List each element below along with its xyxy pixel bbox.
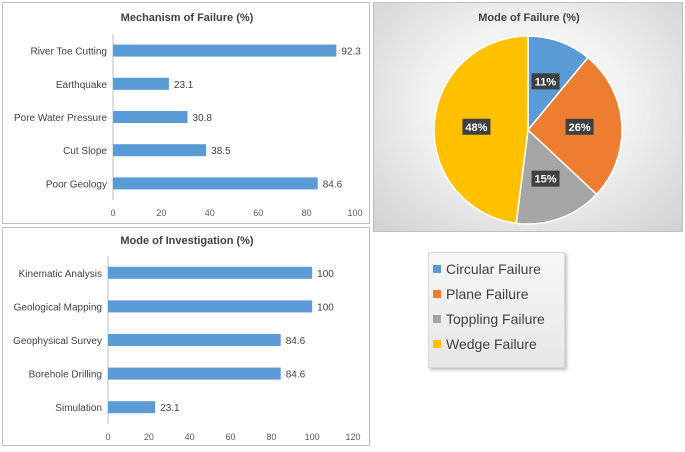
legend-item-wedge-failure: Wedge Failure <box>433 334 537 354</box>
chart-title: Mode of Investigation (%) <box>120 235 254 247</box>
chart-title: Mechanism of Failure (%) <box>121 12 254 24</box>
slice-label: 26% <box>569 122 591 134</box>
x-tick-label: 0 <box>110 208 115 218</box>
data-label: 84.6 <box>286 336 306 347</box>
category-label: Pore Water Pressure <box>14 113 107 124</box>
category-label: Earthquake <box>56 80 108 91</box>
legend-swatch <box>433 340 441 348</box>
data-label: 100 <box>317 269 334 280</box>
slice-label-box <box>531 170 560 187</box>
legend-label: Wedge Failure <box>446 336 537 352</box>
category-label: Borehole Drilling <box>29 370 102 381</box>
x-tick-label: 0 <box>105 432 110 442</box>
x-tick-label: 100 <box>347 208 362 218</box>
data-label: 23.1 <box>174 80 194 91</box>
category-label: Cut Slope <box>63 146 107 157</box>
x-tick-label: 100 <box>305 432 320 442</box>
mode-of-failure-chart: Mode of Failure (%) 11% 26% 15% 48% <box>373 2 683 232</box>
legend-label: Circular Failure <box>446 261 541 277</box>
bar-geological-mapping <box>108 300 313 313</box>
data-label: 30.8 <box>193 113 213 124</box>
legend-label: Plane Failure <box>446 286 529 302</box>
category-label: Geophysical Survey <box>13 336 102 347</box>
category-label: Geological Mapping <box>14 302 102 313</box>
x-tick-label: 60 <box>253 208 263 218</box>
x-tick-label: 80 <box>302 208 312 218</box>
legend-label: Toppling Failure <box>446 311 545 327</box>
x-tick-label: 80 <box>266 432 276 442</box>
bar-borehole-drilling <box>108 367 281 380</box>
chart-title: Mode of Failure (%) <box>478 12 580 24</box>
x-tick-label: 120 <box>345 432 360 442</box>
category-label: Simulation <box>55 403 102 414</box>
slice-label-box <box>531 73 560 90</box>
mode-of-investigation-chart: Mode of Investigation (%) 0 20 40 60 80 100 120… <box>2 227 370 446</box>
data-label: 23.1 <box>160 403 180 414</box>
data-label: 84.6 <box>323 179 343 190</box>
legend-item-toppling-failure: Toppling Failure <box>433 309 545 329</box>
bar-simulation <box>108 401 156 414</box>
legend-swatch <box>433 265 441 273</box>
bar-geophysical-survey <box>108 334 281 346</box>
bar-pore-water-pressure <box>113 111 188 123</box>
legend-item-circular-failure: Circular Failure <box>433 259 541 279</box>
slice-label-box <box>565 118 594 135</box>
bar-poor-geology <box>113 177 318 190</box>
pie-chart-svg: Mode of Failure (%) 11% 26% 15% 48% <box>433 12 623 225</box>
slice-label-box <box>462 118 491 135</box>
data-label: 92.3 <box>341 47 361 58</box>
x-tick-label: 20 <box>156 208 166 218</box>
x-tick-label: 60 <box>225 432 235 442</box>
slice-label: 15% <box>534 174 556 186</box>
legend-swatch <box>433 290 441 298</box>
mode-of-failure-legend: Circular Failure Plane Failure Toppling Fa… <box>428 252 565 368</box>
slice-label: 48% <box>465 122 487 134</box>
legend-swatch <box>433 315 441 323</box>
slice-label: 11% <box>535 76 557 88</box>
mechanism-chart-svg: Mechanism of Failure (%) 0 20 40 60 80 100 Rive… <box>14 12 363 218</box>
mechanism-of-failure-chart: Mechanism of Failure (%) 0 20 40 60 80 100 Rive… <box>2 2 370 224</box>
x-tick-label: 40 <box>205 208 215 218</box>
bar-cut-slope <box>113 144 207 157</box>
category-label: River Toe Cutting <box>30 47 107 58</box>
bar-kinematic-analysis <box>108 266 313 279</box>
category-label: Kinematic Analysis <box>19 269 102 280</box>
bar-earthquake <box>113 77 169 90</box>
data-label: 84.6 <box>286 370 306 381</box>
bar-river-toe-cutting <box>113 44 337 57</box>
x-tick-label: 20 <box>144 432 154 442</box>
category-label: Poor Geology <box>46 179 107 190</box>
legend-item-plane-failure: Plane Failure <box>433 284 529 304</box>
data-label: 38.5 <box>211 146 231 157</box>
x-tick-label: 40 <box>185 432 195 442</box>
investigation-chart-svg: Mode of Investigation (%) 0 20 40 60 80 100 120… <box>13 235 360 442</box>
data-label: 100 <box>317 302 334 313</box>
